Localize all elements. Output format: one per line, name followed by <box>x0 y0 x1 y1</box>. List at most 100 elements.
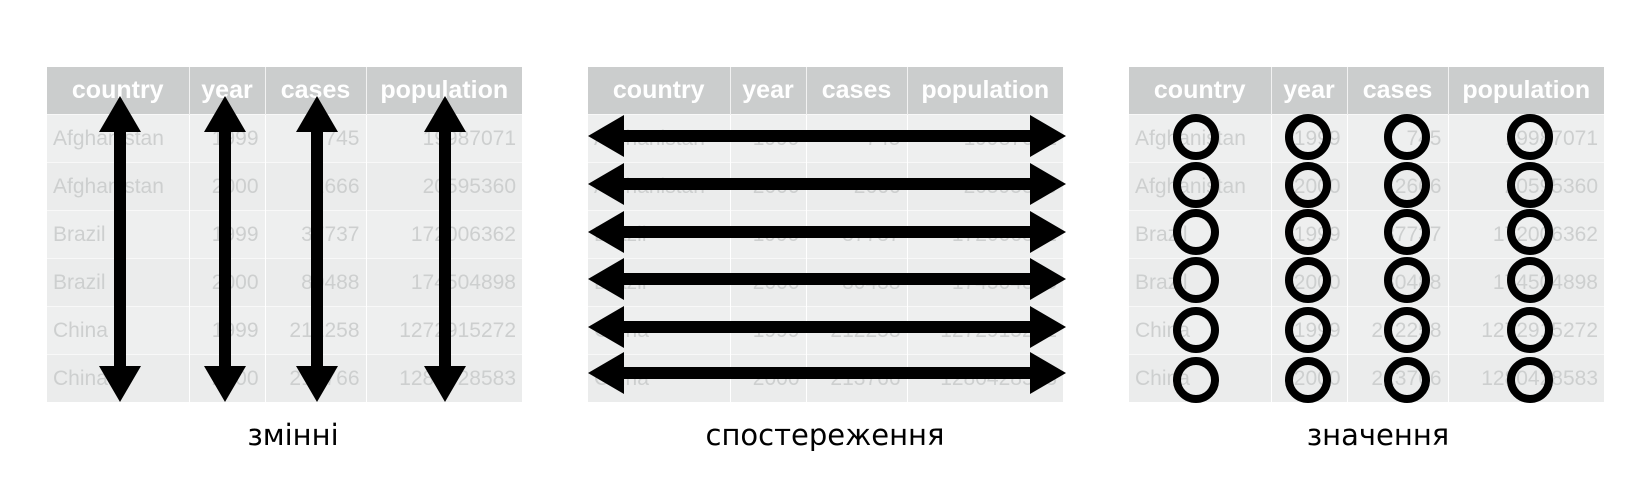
cell-country: Afghanistan <box>47 114 190 163</box>
cell-cases: 37737 <box>1347 210 1449 259</box>
table-row: Brazil 1999 37737 172006362 <box>1129 210 1604 259</box>
header-year: year <box>189 67 266 115</box>
cell-cases: 2666 <box>265 162 367 211</box>
cell-year: 1999 <box>189 210 266 259</box>
cell-country: Afghanistan <box>47 162 190 211</box>
table-row: Brazil 2000 80488 174504898 <box>588 258 1063 307</box>
cell-population: 174504898 <box>907 258 1063 307</box>
cell-country: China <box>47 354 190 402</box>
table-row: Afghanistan 2000 2666 20595360 <box>47 162 522 211</box>
cell-year: 1999 <box>1271 114 1348 163</box>
header-year: year <box>1271 67 1348 115</box>
table-header-row: country year cases population <box>47 67 522 115</box>
cell-year: 1999 <box>189 306 266 355</box>
cell-country: Brazil <box>588 210 731 259</box>
table-row: Brazil 1999 37737 172006362 <box>588 210 1063 259</box>
cell-country: Brazil <box>47 210 190 259</box>
cell-year: 1999 <box>730 210 807 259</box>
cell-year: 2000 <box>189 354 266 402</box>
cell-population: 172006362 <box>366 210 522 259</box>
table-row: China 2000 213766 1280428583 <box>588 354 1063 402</box>
cell-cases: 2666 <box>806 162 908 211</box>
cell-year: 1999 <box>1271 210 1348 259</box>
table-row: Afghanistan 1999 745 19987071 <box>47 114 522 163</box>
cell-year: 2000 <box>1271 258 1348 307</box>
cell-population: 172006362 <box>1448 210 1604 259</box>
cell-country: Brazil <box>588 258 731 307</box>
cell-population: 20595360 <box>1448 162 1604 211</box>
cell-cases: 745 <box>265 114 367 163</box>
cell-population: 19987071 <box>366 114 522 163</box>
cell-population: 174504898 <box>1448 258 1604 307</box>
panel-variables: country year cases population Afghanista… <box>47 67 522 402</box>
table-row: Afghanistan 1999 745 19987071 <box>1129 114 1604 163</box>
cell-country: China <box>47 306 190 355</box>
cell-cases: 212258 <box>806 306 908 355</box>
cell-year: 1999 <box>730 114 807 163</box>
cell-population: 1272915272 <box>1448 306 1604 355</box>
cell-cases: 80488 <box>806 258 908 307</box>
cell-population: 19987071 <box>1448 114 1604 163</box>
cell-country: China <box>588 354 731 402</box>
cell-country: Afghanistan <box>1129 114 1272 163</box>
cell-cases: 2666 <box>1347 162 1449 211</box>
header-cases: cases <box>806 67 908 115</box>
cell-cases: 37737 <box>806 210 908 259</box>
cell-year: 2000 <box>1271 162 1348 211</box>
table-row: China 1999 212258 1272915272 <box>47 306 522 355</box>
cell-population: 172006362 <box>907 210 1063 259</box>
cell-country: China <box>588 306 731 355</box>
tidy-table: country year cases population Afghanista… <box>1129 67 1604 402</box>
cell-country: Brazil <box>1129 258 1272 307</box>
table-row: China 1999 212258 1272915272 <box>1129 306 1604 355</box>
table-row: China 1999 212258 1272915272 <box>588 306 1063 355</box>
cell-country: China <box>1129 306 1272 355</box>
cell-cases: 80488 <box>1347 258 1449 307</box>
cell-population: 1280428583 <box>1448 354 1604 402</box>
cell-cases: 213766 <box>806 354 908 402</box>
cell-population: 174504898 <box>366 258 522 307</box>
cell-population: 1280428583 <box>366 354 522 402</box>
table-row: China 2000 213766 1280428583 <box>47 354 522 402</box>
cell-population: 1280428583 <box>907 354 1063 402</box>
cell-cases: 745 <box>1347 114 1449 163</box>
caption-observations: спостереження <box>705 418 945 452</box>
cell-cases: 213766 <box>265 354 367 402</box>
tidy-table: country year cases population Afghanista… <box>588 67 1063 402</box>
header-year: year <box>730 67 807 115</box>
header-population: population <box>907 67 1063 115</box>
cell-cases: 37737 <box>265 210 367 259</box>
table-row: China 2000 213766 1280428583 <box>1129 354 1604 402</box>
table-row: Brazil 2000 80488 174504898 <box>47 258 522 307</box>
cell-cases: 80488 <box>265 258 367 307</box>
header-country: country <box>588 67 731 115</box>
cell-year: 2000 <box>1271 354 1348 402</box>
table-row: Afghanistan 1999 745 19987071 <box>588 114 1063 163</box>
header-population: population <box>366 67 522 115</box>
panel-observations: country year cases population Afghanista… <box>588 67 1063 402</box>
cell-year: 1999 <box>1271 306 1348 355</box>
cell-population: 1272915272 <box>907 306 1063 355</box>
cell-country: Afghanistan <box>1129 162 1272 211</box>
table-row: Afghanistan 2000 2666 20595360 <box>588 162 1063 211</box>
panel-values: country year cases population Afghanista… <box>1129 67 1604 402</box>
cell-population: 19987071 <box>907 114 1063 163</box>
cell-cases: 745 <box>806 114 908 163</box>
table-row: Brazil 2000 80488 174504898 <box>1129 258 1604 307</box>
cell-year: 2000 <box>189 258 266 307</box>
cell-year: 2000 <box>730 258 807 307</box>
cell-cases: 212258 <box>265 306 367 355</box>
table-row: Brazil 1999 37737 172006362 <box>47 210 522 259</box>
table-row: Afghanistan 2000 2666 20595360 <box>1129 162 1604 211</box>
cell-year: 2000 <box>189 162 266 211</box>
cell-year: 2000 <box>730 354 807 402</box>
cell-country: China <box>1129 354 1272 402</box>
cell-country: Brazil <box>1129 210 1272 259</box>
header-cases: cases <box>265 67 367 115</box>
table-header-row: country year cases population <box>588 67 1063 115</box>
cell-country: Afghanistan <box>588 162 731 211</box>
header-cases: cases <box>1347 67 1449 115</box>
cell-country: Afghanistan <box>588 114 731 163</box>
cell-population: 1272915272 <box>366 306 522 355</box>
cell-cases: 213766 <box>1347 354 1449 402</box>
